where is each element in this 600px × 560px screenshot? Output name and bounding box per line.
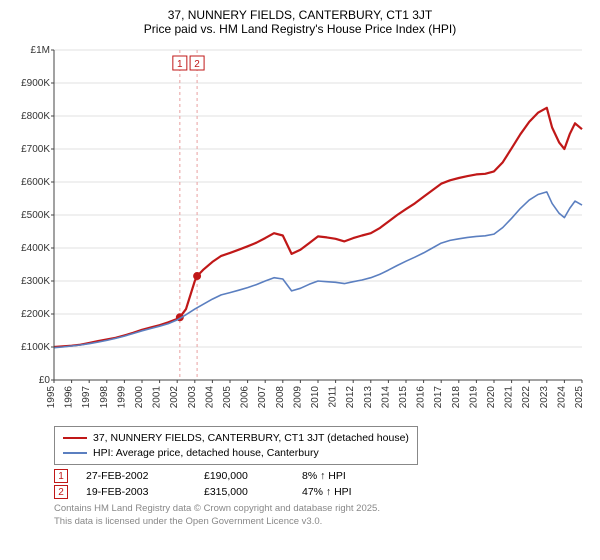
svg-text:1: 1 — [177, 59, 183, 70]
svg-text:2015: 2015 — [398, 386, 409, 409]
sale-date-2: 19-FEB-2003 — [86, 486, 186, 498]
sale-price-2: £315,000 — [204, 486, 284, 498]
svg-text:1997: 1997 — [81, 386, 92, 409]
footer-line-1: Contains HM Land Registry data © Crown c… — [54, 503, 580, 516]
svg-text:1999: 1999 — [116, 386, 127, 409]
svg-text:£400K: £400K — [21, 243, 50, 254]
svg-text:2019: 2019 — [468, 386, 479, 409]
footer-line-2: This data is licensed under the Open Gov… — [54, 516, 580, 529]
svg-text:2001: 2001 — [152, 386, 163, 409]
svg-text:2020: 2020 — [486, 386, 497, 409]
svg-text:£0: £0 — [39, 375, 51, 386]
legend-row-price-paid: 37, NUNNERY FIELDS, CANTERBURY, CT1 3JT … — [63, 431, 409, 446]
legend-box: 37, NUNNERY FIELDS, CANTERBURY, CT1 3JT … — [54, 426, 418, 465]
svg-text:£600K: £600K — [21, 177, 50, 188]
svg-text:2008: 2008 — [275, 386, 286, 409]
legend-row-hpi: HPI: Average price, detached house, Cant… — [63, 446, 409, 461]
svg-text:2013: 2013 — [363, 386, 374, 409]
chart-plot-area: £0 £100K £200K £300K £400K £500K £600K £700K £80… — [10, 42, 590, 422]
svg-text:2023: 2023 — [539, 386, 550, 409]
svg-text:2003: 2003 — [187, 386, 198, 409]
sale-row-2: 2 19-FEB-2003 £315,000 47% ↑ HPI — [54, 485, 580, 499]
svg-text:1998: 1998 — [99, 386, 110, 409]
line-chart-svg: £0 £100K £200K £300K £400K £500K £600K £700K £80… — [10, 42, 590, 422]
footer-attribution: Contains HM Land Registry data © Crown c… — [54, 503, 580, 529]
svg-text:2014: 2014 — [380, 386, 391, 409]
sale-row-1: 1 27-FEB-2002 £190,000 8% ↑ HPI — [54, 469, 580, 483]
svg-text:2007: 2007 — [257, 386, 268, 409]
chart-container: 37, NUNNERY FIELDS, CANTERBURY, CT1 3JT … — [0, 0, 600, 560]
sale-marker-1: 1 — [54, 469, 68, 483]
legend-swatch-hpi — [63, 452, 87, 454]
svg-text:2004: 2004 — [204, 386, 215, 409]
svg-text:£1M: £1M — [31, 45, 50, 56]
svg-text:£300K: £300K — [21, 276, 50, 287]
svg-text:1996: 1996 — [64, 386, 75, 409]
svg-text:2005: 2005 — [222, 386, 233, 409]
svg-text:£900K: £900K — [21, 78, 50, 89]
svg-text:2018: 2018 — [451, 386, 462, 409]
sale-delta-2: 47% ↑ HPI — [302, 486, 382, 498]
legend-swatch-price-paid — [63, 437, 87, 439]
legend-label-hpi: HPI: Average price, detached house, Cant… — [93, 446, 319, 461]
chart-title-line2: Price paid vs. HM Land Registry's House … — [10, 22, 590, 36]
svg-text:£700K: £700K — [21, 144, 50, 155]
sale-date-1: 27-FEB-2002 — [86, 470, 186, 482]
svg-text:2006: 2006 — [240, 386, 251, 409]
svg-text:£200K: £200K — [21, 309, 50, 320]
svg-text:2012: 2012 — [345, 386, 356, 409]
sale-marker-2: 2 — [54, 485, 68, 499]
svg-text:2025: 2025 — [574, 386, 585, 409]
svg-text:2017: 2017 — [433, 386, 444, 409]
svg-text:2002: 2002 — [169, 386, 180, 409]
svg-text:£500K: £500K — [21, 210, 50, 221]
svg-text:2009: 2009 — [292, 386, 303, 409]
sale-delta-1: 8% ↑ HPI — [302, 470, 382, 482]
svg-text:£100K: £100K — [21, 342, 50, 353]
svg-text:2000: 2000 — [134, 386, 145, 409]
sale-price-1: £190,000 — [204, 470, 284, 482]
svg-text:2: 2 — [194, 59, 200, 70]
svg-text:2016: 2016 — [416, 386, 427, 409]
svg-text:2024: 2024 — [556, 386, 567, 409]
chart-title-line1: 37, NUNNERY FIELDS, CANTERBURY, CT1 3JT — [10, 8, 590, 22]
svg-text:2021: 2021 — [504, 386, 515, 409]
svg-text:1995: 1995 — [46, 386, 57, 409]
svg-text:2011: 2011 — [328, 386, 339, 408]
legend-label-price-paid: 37, NUNNERY FIELDS, CANTERBURY, CT1 3JT … — [93, 431, 409, 446]
svg-text:2022: 2022 — [521, 386, 532, 409]
svg-text:£800K: £800K — [21, 111, 50, 122]
svg-text:2010: 2010 — [310, 386, 321, 409]
